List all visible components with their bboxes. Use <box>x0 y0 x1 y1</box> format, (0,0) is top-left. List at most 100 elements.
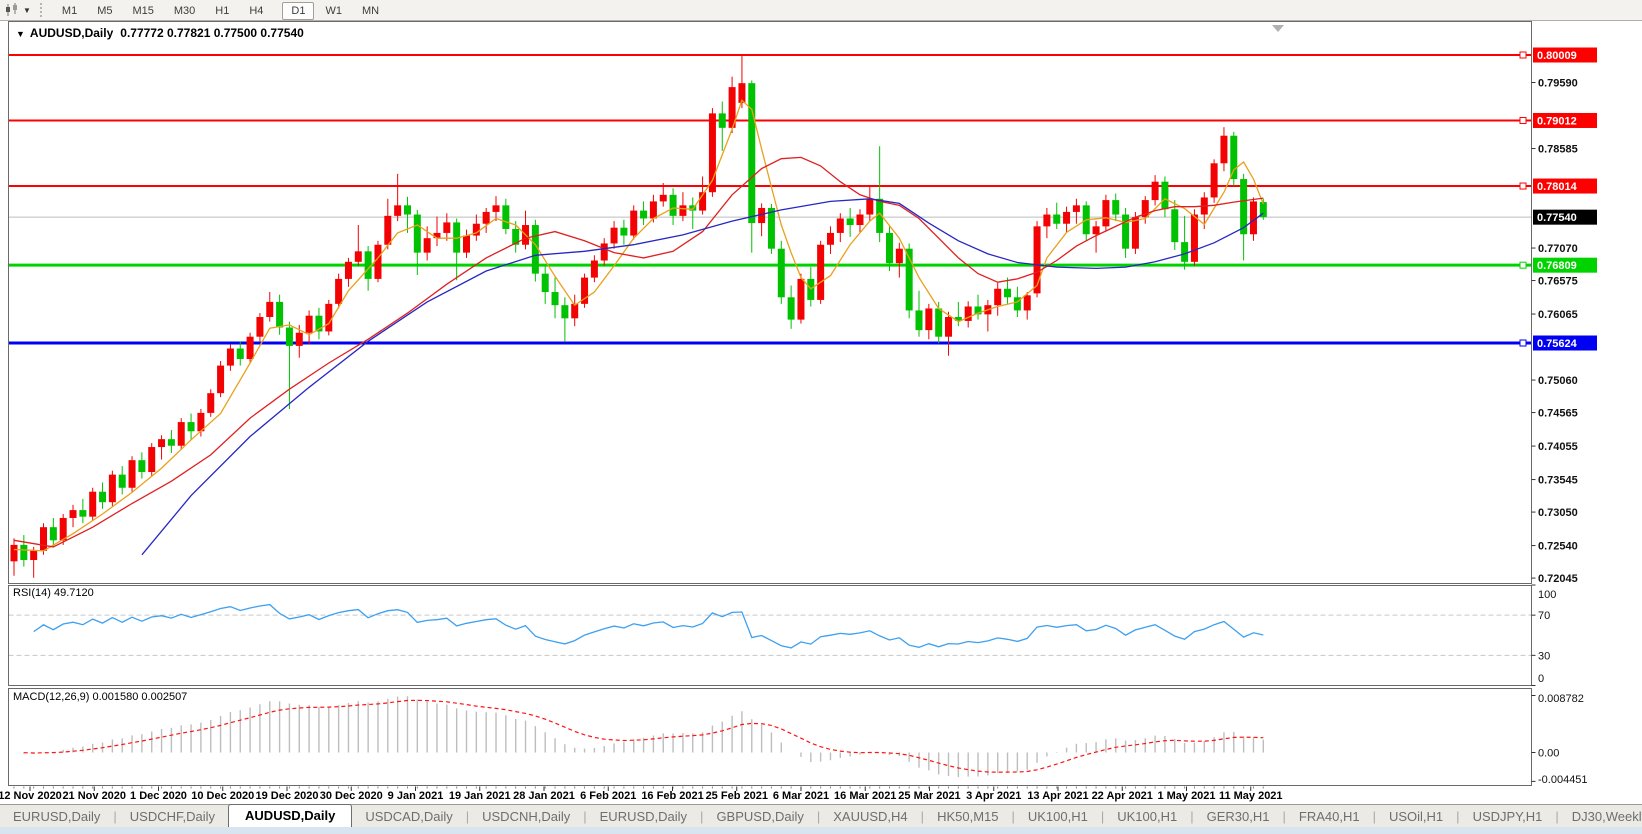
candle-body <box>1259 202 1267 218</box>
level-line-handle[interactable] <box>1519 51 1527 59</box>
candle-body <box>443 222 451 233</box>
candle-body <box>1190 214 1198 262</box>
candle-body <box>325 303 333 332</box>
tab-separator: | <box>920 809 925 824</box>
candle-body <box>679 205 687 216</box>
tab-usdchf-daily[interactable]: USDCHF,Daily <box>129 809 216 824</box>
candle-body <box>1230 135 1238 180</box>
candle-body <box>49 527 57 541</box>
chevron-down-icon[interactable]: ▼ <box>23 5 31 15</box>
svg-text:0.76809: 0.76809 <box>1537 260 1577 272</box>
level-line-handle[interactable] <box>1519 182 1527 190</box>
price-axis[interactable]: 0.79590 0.78585 0.77070 0.76575 0.76065 0.750… <box>1531 47 1598 787</box>
level-line-handle[interactable] <box>1519 116 1527 124</box>
tab-usdcnh-daily[interactable]: USDCNH,Daily <box>482 809 571 824</box>
tab-ger30-h1[interactable]: GER30,H1 <box>1206 809 1270 824</box>
level-line-handle[interactable] <box>1519 261 1527 269</box>
candle-body <box>1220 135 1228 164</box>
candle-body <box>945 316 953 337</box>
timeframe-button-mn[interactable]: MN <box>361 5 380 17</box>
candle-body <box>108 474 116 503</box>
candle-body <box>403 205 411 215</box>
candle-body <box>1181 242 1189 262</box>
tab-usoil-h1[interactable]: USOil,H1 <box>1388 809 1444 824</box>
svg-text:0: 0 <box>1538 673 1544 685</box>
candle-body <box>600 243 608 261</box>
timeframe-button-m30[interactable]: M30 <box>173 5 196 17</box>
tab-audusd-daily[interactable]: AUDUSD,Daily <box>228 804 353 828</box>
timeframe-toolbar: ▼ M1 M5 M15 M30 H1 H4 D1 W1 MN <box>0 0 1642 21</box>
svg-text:0.78585: 0.78585 <box>1538 144 1578 156</box>
candle-body <box>630 210 638 236</box>
collapse-icon[interactable]: ▼ <box>16 29 25 39</box>
timeframe-button-d1[interactable]: D1 <box>282 2 315 20</box>
timeframe-button-m5[interactable]: M5 <box>97 5 113 17</box>
date-label: 9 Jan 2021 <box>388 790 444 802</box>
tab-dj30-weekly[interactable]: DJ30,Weekly <box>1571 809 1642 824</box>
tab-separator: | <box>1372 809 1376 824</box>
candle-body <box>394 205 402 216</box>
candle-body <box>856 214 864 226</box>
level-badge <box>1533 112 1597 128</box>
candle-body <box>148 447 156 473</box>
candle-body <box>1053 214 1061 224</box>
timeframe-button-m15[interactable]: M15 <box>132 5 154 17</box>
svg-text:0.72540: 0.72540 <box>1538 541 1578 553</box>
svg-text:0.75624: 0.75624 <box>1537 338 1578 350</box>
tab-eurusd-daily[interactable]: EURUSD,Daily <box>13 809 101 824</box>
candle-body <box>217 365 225 394</box>
timeframe-button-h1[interactable]: H1 <box>215 5 230 17</box>
macd-values: 0.001580 0.002507 <box>92 691 188 703</box>
time-axis[interactable]: 12 Nov 2020 21 Nov 2020 1 Dec 2020 10 Dec 2… <box>0 786 1283 803</box>
candle-body <box>1171 209 1179 243</box>
svg-text:0.77540: 0.77540 <box>1537 212 1577 224</box>
tab-separator: | <box>816 809 821 824</box>
tab-hk50-m15[interactable]: HK50,M15 <box>937 809 999 824</box>
date-label: 10 Dec 2020 <box>191 790 254 802</box>
candle-body <box>689 205 697 211</box>
svg-text:100: 100 <box>1538 589 1556 601</box>
tab-eurusd-daily[interactable]: EURUSD,Daily <box>599 809 688 824</box>
ma-mid-line <box>13 156 1264 548</box>
candle-body <box>954 316 962 321</box>
tab-uk100-h1[interactable]: UK100,H1 <box>1027 809 1088 824</box>
svg-text:0.75060: 0.75060 <box>1538 375 1578 387</box>
level-badge <box>1533 178 1597 194</box>
candle-body <box>738 83 746 103</box>
tab-uk100-h1[interactable]: UK100,H1 <box>1117 809 1178 824</box>
main-chart-layer <box>9 25 1531 578</box>
candle-body <box>374 244 382 279</box>
rsi-line <box>33 603 1264 649</box>
macd-signal-line <box>23 699 1264 773</box>
candle-body <box>187 422 195 432</box>
timeframe-button-w1[interactable]: W1 <box>325 5 342 17</box>
main-panel <box>8 21 1532 584</box>
candle-body <box>797 278 805 320</box>
chart-canvas[interactable]: 0.79590 0.78585 0.77070 0.76575 0.76065 0.750… <box>0 21 1642 803</box>
candle-body <box>748 83 756 224</box>
svg-text:0.72045: 0.72045 <box>1538 573 1578 585</box>
candle-body <box>836 218 844 233</box>
scroll-marker-icon[interactable] <box>1272 25 1284 32</box>
candle-body <box>89 491 97 517</box>
chart-type-icon[interactable]: ▼ <box>0 3 35 17</box>
candle-body <box>669 194 677 216</box>
date-label: 6 Mar 2021 <box>773 790 829 802</box>
symbol-title: AUDUSD,Daily <box>29 26 114 40</box>
candle-body <box>197 412 205 432</box>
candle-body <box>30 550 38 561</box>
tab-gbpusd-daily[interactable]: GBPUSD,Daily <box>716 809 804 824</box>
tab-usdjpy-h1[interactable]: USDJPY,H1 <box>1472 809 1543 824</box>
macd-header: MACD(12,26,9) 0.001580 0.002507 <box>13 691 187 703</box>
tab-usdcad-daily[interactable]: USDCAD,Daily <box>365 809 453 824</box>
candle-body <box>463 235 471 253</box>
level-line-handle[interactable] <box>1519 339 1527 347</box>
date-label: 25 Feb 2021 <box>706 790 768 802</box>
tab-fra40-h1[interactable]: FRA40,H1 <box>1298 809 1360 824</box>
timeframe-button-h4[interactable]: H4 <box>249 5 264 17</box>
tab-xauusd-h4[interactable]: XAUUSD,H4 <box>833 809 908 824</box>
candle-body <box>1141 200 1149 218</box>
timeframe-button-m1[interactable]: M1 <box>61 5 78 17</box>
candle-body <box>649 201 657 219</box>
